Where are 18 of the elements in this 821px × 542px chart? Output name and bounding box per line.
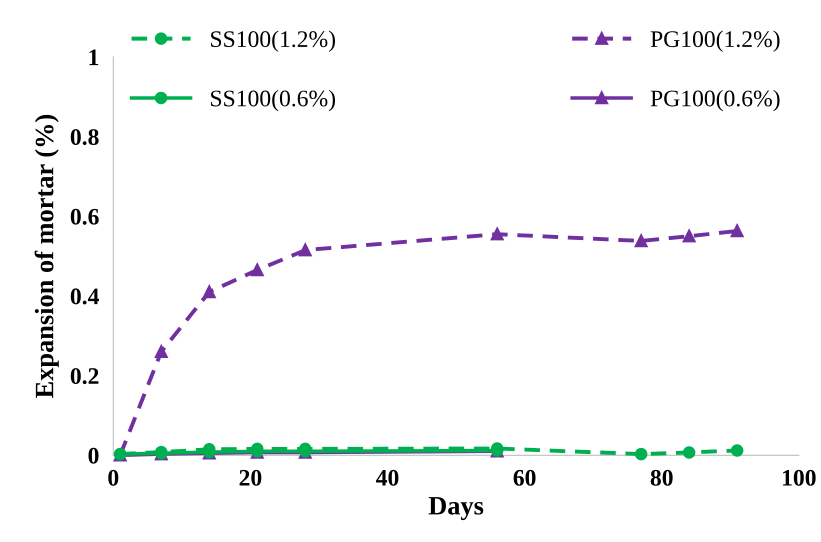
x-tick-label: 100	[783, 470, 816, 486]
legend-label: SS100(0.6%)	[211, 90, 336, 112]
y-tick-label: 0	[88, 448, 99, 464]
x-tick-label: 0	[108, 470, 118, 486]
y-tick-label: 0.2	[70, 368, 98, 384]
x-axis-title: Days	[428, 497, 484, 520]
legend-label: SS100(1.2%)	[211, 30, 336, 52]
y-tick-label: 0.8	[70, 129, 99, 146]
y-tick-label: 0.6	[70, 208, 99, 225]
y-axis-title: Expansion of mortar (%)	[34, 114, 59, 398]
x-tick-label: 60	[514, 470, 536, 486]
y-tick-label: 0.4	[70, 288, 99, 304]
x-tick-label: 80	[650, 470, 673, 486]
y-tick-label: 1	[89, 50, 98, 66]
legend-label: PG100(0.6%)	[650, 90, 780, 112]
x-tick-label: 40	[376, 470, 398, 486]
x-tick-label: 20	[240, 470, 262, 486]
legend-label: PG100(1.2%)	[650, 30, 780, 52]
